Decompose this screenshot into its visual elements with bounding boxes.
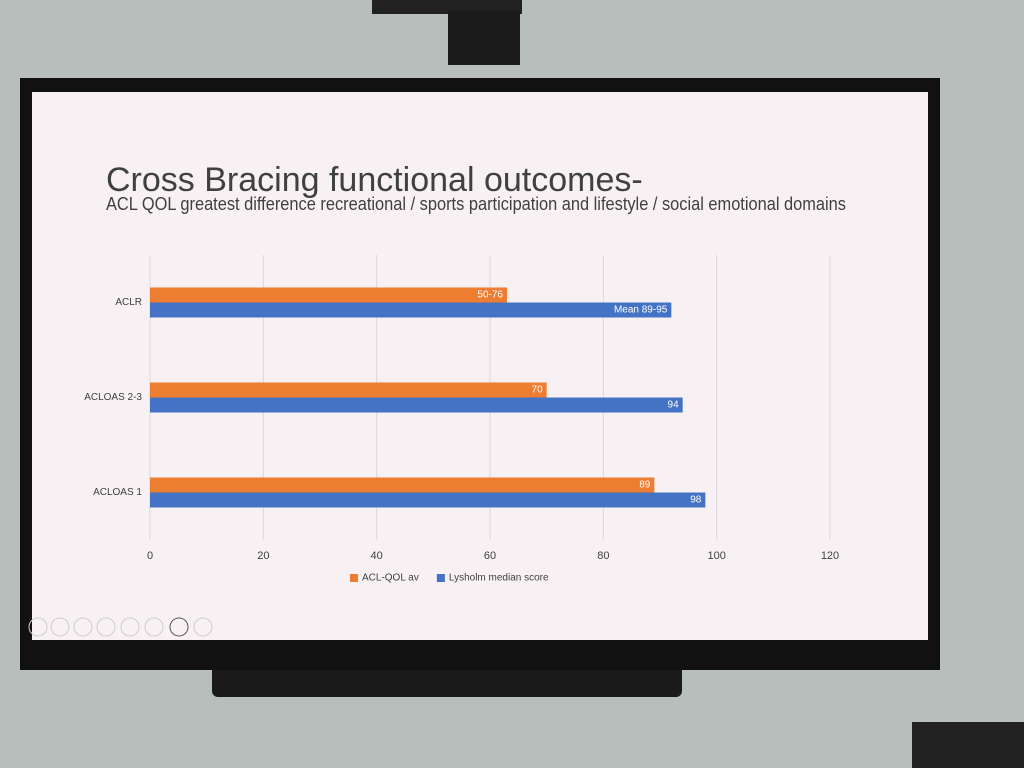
x-tick-label: 100 xyxy=(707,550,725,562)
y-tick-label: ACLR xyxy=(115,297,142,308)
bar xyxy=(150,492,706,508)
toolbar-button[interactable] xyxy=(50,617,70,637)
x-tick-label: 0 xyxy=(147,550,153,562)
legend-swatch xyxy=(350,574,358,582)
x-tick-label: 40 xyxy=(371,550,383,562)
chart-subtitle: ACL QOL greatest difference recreational… xyxy=(106,194,846,214)
y-tick-label: ACLOAS 2-3 xyxy=(84,392,142,403)
toolbar-button[interactable] xyxy=(120,617,140,637)
legend-label: ACL-QOL av xyxy=(362,573,419,584)
value-label: 50-76 xyxy=(477,290,503,301)
value-label: Mean 89-95 xyxy=(614,305,668,316)
x-tick-label: 20 xyxy=(257,550,269,562)
bar xyxy=(150,287,507,303)
y-tick-label: ACLOAS 1 xyxy=(93,487,142,498)
x-tick-label: 120 xyxy=(821,550,839,562)
toolbar-button[interactable] xyxy=(193,617,213,637)
x-tick-label: 80 xyxy=(597,550,609,562)
legend-label: Lysholm median score xyxy=(449,573,549,584)
value-label: 94 xyxy=(668,400,680,411)
slide xyxy=(32,92,928,640)
value-label: 70 xyxy=(532,385,544,396)
x-tick-label: 60 xyxy=(484,550,496,562)
bar xyxy=(150,397,683,413)
legend-swatch xyxy=(436,574,445,582)
wall-panel xyxy=(912,722,1024,768)
toolbar-button[interactable] xyxy=(28,617,48,637)
chart-title: Cross Bracing functional outcomes- xyxy=(106,161,643,199)
mount-plate xyxy=(448,10,520,65)
toolbar-button[interactable] xyxy=(96,617,116,637)
toolbar-button[interactable] xyxy=(144,617,164,637)
bar xyxy=(150,477,655,493)
toolbar-button[interactable] xyxy=(169,617,189,637)
bar xyxy=(150,302,672,318)
toolbar-button[interactable] xyxy=(73,617,93,637)
slideshow-toolbar xyxy=(28,617,213,637)
bar xyxy=(150,382,547,398)
value-label: 89 xyxy=(639,480,651,491)
value-label: 98 xyxy=(690,495,702,506)
